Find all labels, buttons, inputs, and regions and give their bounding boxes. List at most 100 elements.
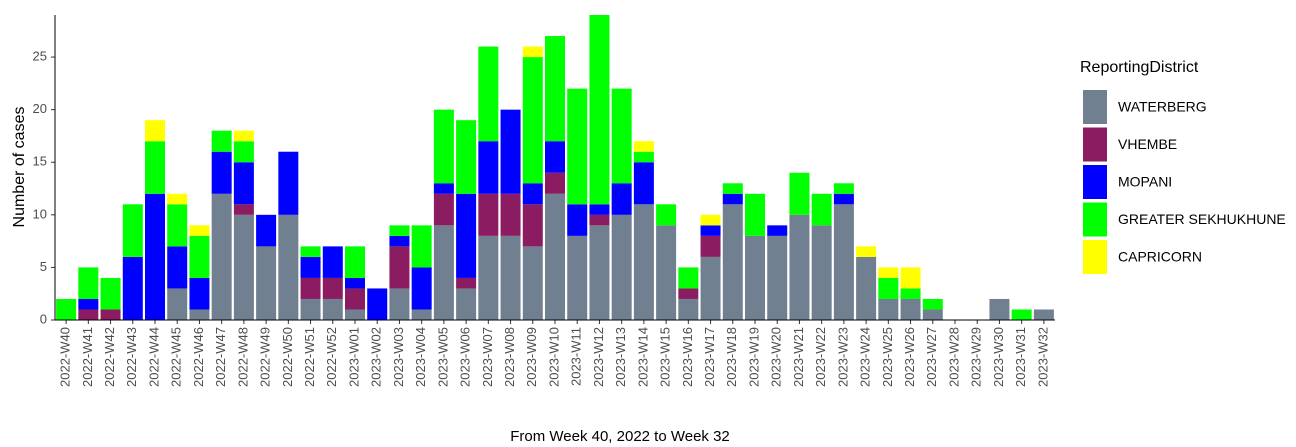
x-tick-label: 2023-W25 [880, 327, 895, 387]
x-tick-label: 2023-W17 [702, 327, 717, 387]
bar-segment [233, 130, 254, 142]
bar-segment [545, 36, 565, 142]
bar-segment [478, 46, 499, 142]
bar-segment [767, 235, 788, 320]
x-tick-label: 2023-W12 [591, 327, 606, 387]
bar-segment [611, 88, 632, 184]
bar-segment [300, 298, 321, 320]
bar-segment [811, 225, 832, 320]
y-tick-label: 10 [33, 206, 47, 221]
y-tick-label: 0 [40, 311, 47, 326]
x-tick-label: 2023-W11 [569, 327, 584, 386]
bar-segment [122, 204, 143, 257]
legend-label: CAPRICORN [1118, 249, 1202, 265]
legend-key [1083, 202, 1107, 237]
bar-segment [789, 172, 810, 215]
x-tick-label: 2023-W16 [680, 327, 695, 387]
x-tick-label: 2022-W45 [169, 327, 184, 387]
bar-segment [522, 204, 543, 247]
legend-key [1083, 240, 1107, 274]
x-tick-label: 2023-W05 [435, 327, 450, 387]
bar-segment [678, 267, 699, 289]
x-tick-label: 2022-W41 [80, 327, 95, 387]
bar-segment [900, 267, 921, 289]
bar-segment [656, 225, 677, 320]
bar-segment [389, 246, 410, 289]
bar-segment [433, 109, 454, 184]
bar-segment [278, 214, 299, 320]
bar-segment [589, 214, 610, 226]
bar-segment [145, 193, 165, 320]
bar-segment [767, 225, 788, 236]
bar-segment [833, 193, 854, 205]
legend-label: GREATER SEKHUKHUNE [1118, 211, 1286, 227]
x-tick-label: 2023-W13 [613, 327, 628, 387]
bar-segment [389, 225, 410, 236]
bar-segment [589, 15, 610, 205]
bar-segment [633, 141, 654, 152]
bar-segment [633, 204, 654, 320]
x-axis-title: From Week 40, 2022 to Week 32 [510, 428, 730, 445]
x-tick-label: 2022-W46 [191, 327, 206, 387]
x-tick-label: 2023-W31 [1013, 327, 1028, 387]
bar-segment [833, 204, 854, 320]
bar-segment [633, 151, 654, 163]
bar-segment [478, 193, 499, 236]
bar-segment [233, 162, 254, 205]
bar-segment [700, 256, 721, 320]
legend-label: WATERBERG [1118, 99, 1207, 115]
bar-segment [78, 298, 99, 310]
bar-segment [989, 298, 1010, 320]
x-tick-label: 2022-W44 [146, 327, 161, 387]
bar-segment [900, 298, 921, 320]
x-tick-label: 2023-W19 [746, 327, 761, 387]
bar-segment [678, 298, 699, 320]
x-tick-label: 2023-W27 [924, 327, 939, 387]
x-tick-label: 2022-W49 [258, 327, 273, 387]
legend-label: MOPANI [1118, 174, 1172, 190]
bar-segment [189, 225, 210, 236]
x-tick-label: 2022-W47 [213, 327, 228, 387]
bar-segment [300, 277, 321, 299]
bar-segment [589, 204, 610, 215]
bar-segment [456, 193, 477, 278]
bar-segment [1033, 309, 1054, 320]
bar-segment [367, 288, 388, 320]
x-tick-label: 2023-W14 [635, 327, 650, 387]
bar-segment [233, 204, 254, 215]
x-tick-label: 2022-W43 [124, 327, 139, 387]
bar-segment [522, 246, 543, 320]
bar-segment [700, 235, 721, 257]
bar-segment [167, 193, 188, 205]
y-axis-title: Number of cases [11, 107, 28, 228]
legend-key [1083, 90, 1107, 124]
bar-segment [700, 225, 721, 236]
bar-segment [522, 57, 543, 184]
bar-segment [433, 183, 454, 194]
bar-segment [78, 309, 99, 320]
bar-segment [878, 267, 899, 278]
legend-key [1083, 127, 1107, 162]
x-tick-label: 2023-W28 [946, 327, 961, 387]
bar-segment [300, 246, 321, 257]
bar-segment [411, 267, 432, 310]
bar-segment [389, 235, 410, 247]
bar-segment [278, 151, 299, 215]
bar-segment [322, 277, 343, 299]
bar-segment [411, 309, 432, 320]
bar-segment [56, 298, 77, 320]
bar-segment [456, 288, 477, 320]
bar-segment [700, 214, 721, 226]
bar-segment [789, 214, 810, 320]
bar-segment [478, 141, 499, 194]
bar-segment [100, 309, 121, 320]
x-tick-label: 2022-W52 [324, 327, 339, 387]
bar-segment [500, 235, 521, 320]
bar-segment [722, 183, 743, 194]
bar-segment [345, 277, 365, 289]
bar-segment [189, 277, 210, 310]
bar-segment [900, 288, 921, 299]
bar-segment [100, 277, 121, 310]
bar-segment [678, 288, 699, 299]
x-tick-label: 2023-W23 [835, 327, 850, 387]
